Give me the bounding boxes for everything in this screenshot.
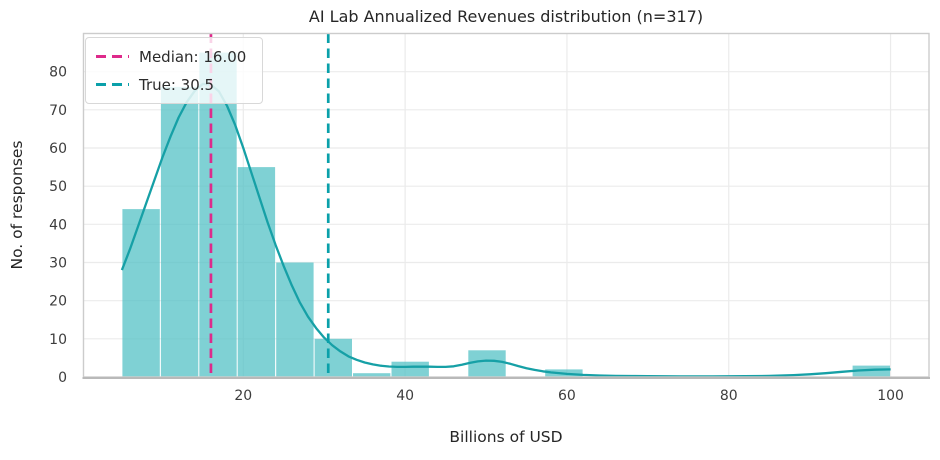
x-tick-label: 80 <box>720 388 738 404</box>
x-tick-label: 60 <box>558 388 576 404</box>
y-tick-label: 80 <box>49 65 67 81</box>
legend: Median: 16.00 True: 30.5 <box>85 37 264 104</box>
y-tick-label: 30 <box>49 256 67 272</box>
median-dashed-line-swatch <box>96 55 129 58</box>
y-axis-label: No. of responses <box>8 140 26 270</box>
histogram-bar <box>391 361 429 377</box>
y-tick-label: 10 <box>49 332 67 348</box>
y-tick-label: 0 <box>58 370 67 386</box>
y-tick-label: 40 <box>49 217 67 233</box>
histogram-bar <box>237 167 276 377</box>
true-dashed-line-swatch <box>96 83 129 86</box>
x-tick-label: 20 <box>234 388 252 404</box>
x-tick-label: 100 <box>877 388 904 404</box>
chart-title: AI Lab Annualized Revenues distribution … <box>308 7 704 26</box>
x-axis-label: Billions of USD <box>449 428 563 446</box>
legend-label-median: Median: 16.00 <box>139 47 247 66</box>
histogram-bar <box>199 52 237 377</box>
histogram-bar <box>314 338 352 377</box>
legend-item-true: True: 30.5 <box>96 73 246 96</box>
x-tick-label: 40 <box>396 388 414 404</box>
histogram-bar <box>852 365 890 377</box>
y-tick-label: 20 <box>49 294 67 310</box>
histogram-bar <box>160 86 199 378</box>
histogram-bar <box>468 350 506 377</box>
y-tick-label: 70 <box>49 103 67 119</box>
histogram-bar <box>276 262 314 377</box>
y-tick-label: 60 <box>49 141 67 157</box>
histogram-bar <box>353 373 391 377</box>
kde-curve <box>120 82 891 378</box>
legend-item-median: Median: 16.00 <box>96 45 246 68</box>
histogram-bar <box>122 209 160 377</box>
y-tick-label: 50 <box>49 179 67 195</box>
legend-label-true: True: 30.5 <box>139 75 215 94</box>
